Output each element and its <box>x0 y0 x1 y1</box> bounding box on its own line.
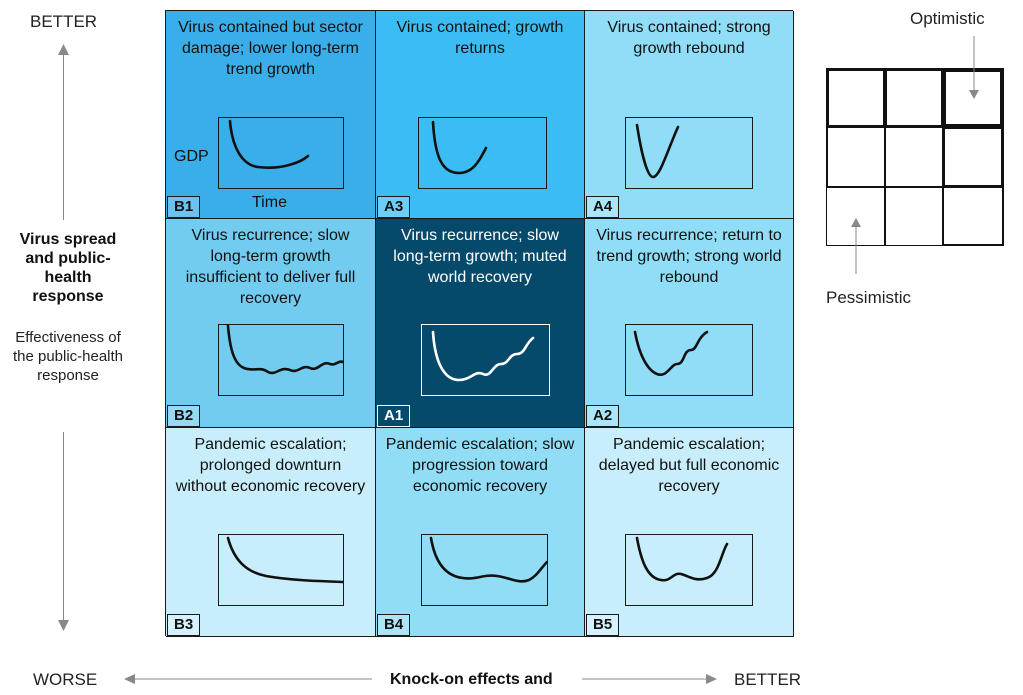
scenario-a3: Virus contained; growth returns A3 <box>376 11 585 219</box>
legend-cell <box>942 126 1004 188</box>
scenario-description: Virus contained but sector damage; lower… <box>174 17 367 80</box>
gdp-curve-plot <box>421 324 550 396</box>
scenario-b2: Virus recurrence; slow long-term growth … <box>166 219 376 428</box>
scenario-a2: Virus recurrence; return to trend growth… <box>585 219 794 428</box>
x-axis-title: Knock-on effects and <box>390 671 553 689</box>
scenario-code: A1 <box>377 405 410 427</box>
gdp-axis-label: GDP <box>174 148 209 166</box>
legend-pessimistic-label: Pessimistic <box>826 288 911 308</box>
scenario-description: Virus recurrence; slow long-term growth … <box>174 225 367 309</box>
scenario-code: B3 <box>167 614 200 636</box>
gdp-curve-plot <box>625 324 753 396</box>
scenario-description: Pandemic escalation; prolonged downturn … <box>174 434 367 497</box>
scenario-code: B2 <box>167 405 200 427</box>
gdp-curve-plot <box>218 324 344 396</box>
scenario-b5: Pandemic escalation; delayed but full ec… <box>585 428 794 637</box>
gdp-curve-plot <box>625 534 753 606</box>
gdp-curve-plot <box>218 117 344 189</box>
scenario-code: B5 <box>586 614 619 636</box>
legend-optimistic-label: Optimistic <box>910 9 985 29</box>
scenario-description: Virus recurrence; return to trend growth… <box>593 225 785 288</box>
scenario-description: Virus recurrence; slow long-term growth;… <box>384 225 576 288</box>
scenario-description: Virus contained; strong growth rebound <box>593 17 785 59</box>
arrow-up-icon <box>57 44 70 56</box>
scenario-code: B4 <box>377 614 410 636</box>
gdp-curve-plot <box>421 534 548 606</box>
arrow-up-icon <box>851 218 861 274</box>
scenario-a1: Virus recurrence; slow long-term growth;… <box>376 219 585 428</box>
y-axis-arrow-down <box>63 432 64 622</box>
scenario-b4: Pandemic escalation; slow progression to… <box>376 428 585 637</box>
scenario-b1: Virus contained but sector damage; lower… <box>166 11 376 219</box>
x-axis-right-label: BETTER <box>734 670 801 690</box>
scenario-code: A4 <box>586 196 619 218</box>
legend-cell <box>942 186 1004 246</box>
gdp-curve-plot <box>625 117 753 189</box>
scenario-a4: Virus contained; strong growth rebound A… <box>585 11 794 219</box>
gdp-curve-plot <box>418 117 547 189</box>
scenario-description: Virus contained; growth returns <box>384 17 576 59</box>
legend-cell <box>826 126 886 188</box>
legend-cell <box>884 68 944 128</box>
scenario-description: Pandemic escalation; delayed but full ec… <box>593 434 785 497</box>
legend-cell <box>884 186 944 246</box>
scenario-code: A2 <box>586 405 619 427</box>
arrow-down-icon <box>969 36 979 100</box>
scenario-code: B1 <box>167 196 200 218</box>
legend-cell <box>884 126 944 188</box>
arrow-right-icon <box>582 672 717 686</box>
y-axis-subtitle: Effectiveness of the public-health respo… <box>8 328 128 385</box>
scenario-description: Pandemic escalation; slow progression to… <box>384 434 576 497</box>
time-axis-label: Time <box>252 194 287 212</box>
scenario-b3: Pandemic escalation; prolonged downturn … <box>166 428 376 637</box>
y-axis-top-label: BETTER <box>30 12 97 32</box>
y-axis-arrow-up <box>63 52 64 220</box>
scenario-code: A3 <box>377 196 410 218</box>
x-axis-left-label: WORSE <box>33 670 97 690</box>
scenario-grid: Virus contained but sector damage; lower… <box>165 10 793 636</box>
arrow-down-icon <box>57 620 70 632</box>
gdp-curve-plot <box>218 534 344 606</box>
arrow-left-icon <box>124 672 374 686</box>
legend-cell <box>826 68 886 128</box>
y-axis-title: Virus spread and public-health response <box>8 230 128 306</box>
